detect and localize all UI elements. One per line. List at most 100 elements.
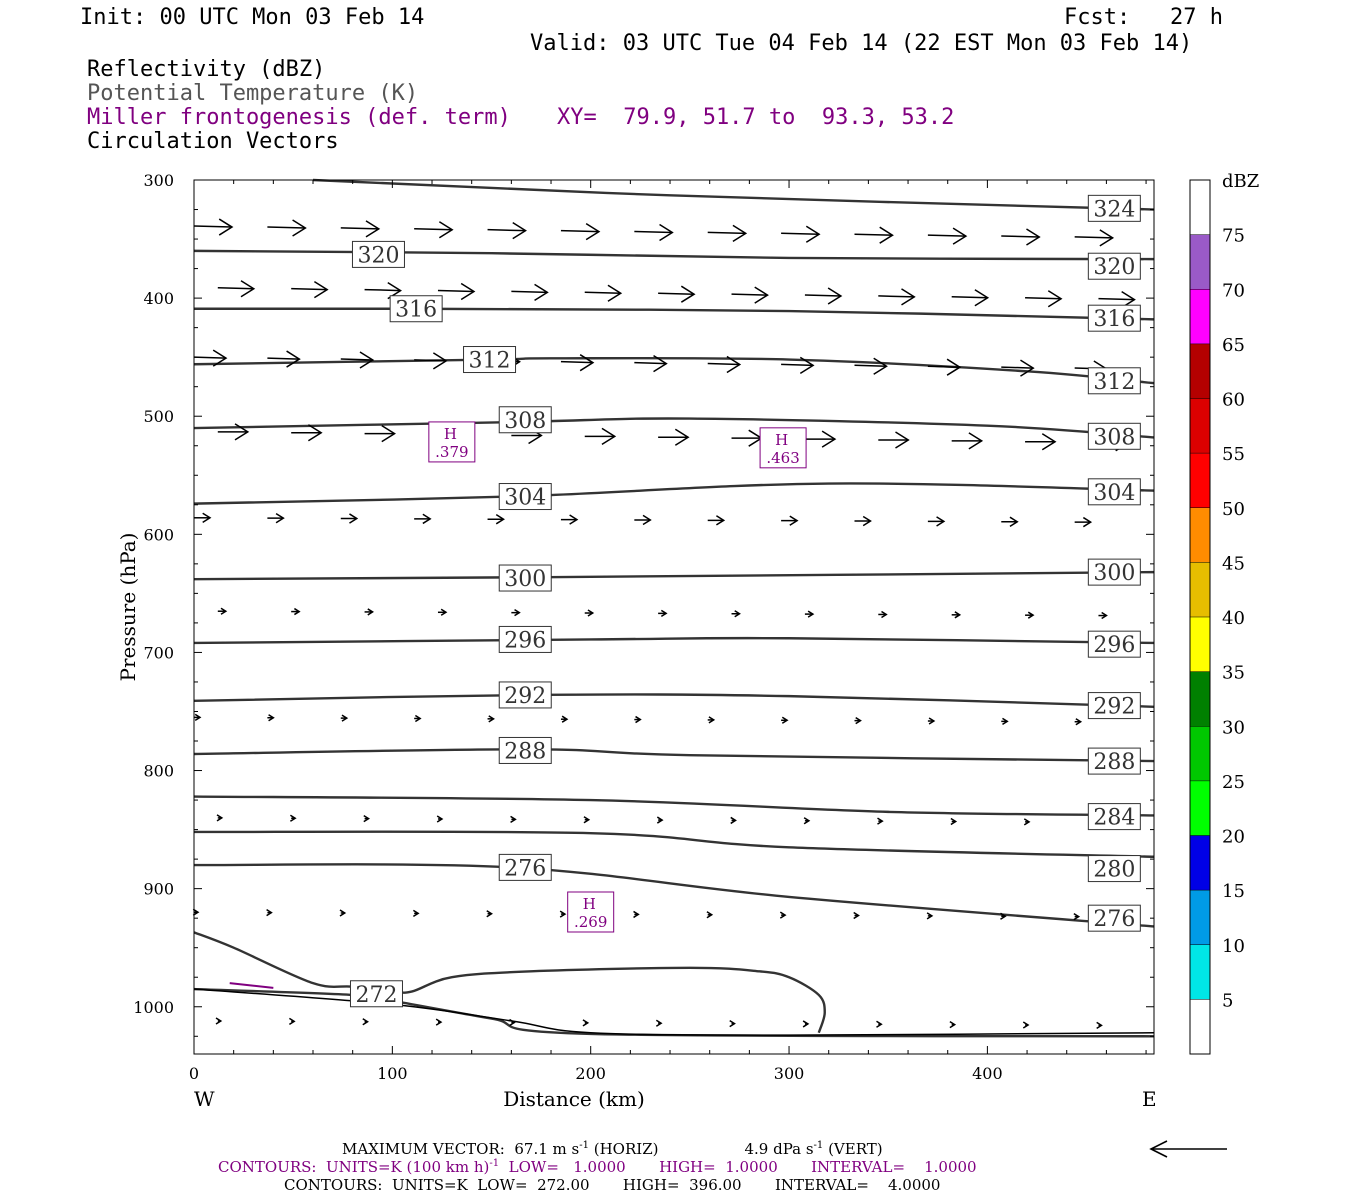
colorbar-label: 60: [1222, 390, 1245, 411]
isentrope-label: 324: [1093, 197, 1135, 222]
circulation-vector: [1073, 912, 1081, 921]
isentrope-label: 312: [469, 349, 511, 374]
frontogenesis-contour: [229, 982, 274, 989]
circulation-vector: [802, 1020, 810, 1028]
isentrope-label: 316: [1093, 307, 1135, 332]
frontogenesis-max-label: H: [583, 895, 596, 913]
isentrope-label: 288: [1093, 750, 1135, 775]
plot-frame: [193, 179, 1155, 1055]
circulation-vector: [1025, 611, 1035, 619]
circulation-vector: [1022, 1021, 1030, 1029]
circulation-vector: [854, 515, 872, 527]
circulation-vector: [781, 225, 821, 243]
isentrope-316: [193, 307, 1155, 321]
isentrope-label-box: [349, 980, 403, 1008]
isentrope-label-box: [1087, 304, 1141, 332]
circulation-vector: [267, 219, 307, 237]
circulation-vector: [656, 816, 664, 824]
circulation-vector: [414, 221, 454, 239]
colorbar-label: 45: [1222, 553, 1245, 574]
isentrope-label-box: [498, 564, 552, 592]
circulation-vector: [193, 218, 234, 236]
circulation-vector: [267, 714, 275, 722]
circulation-vector: [731, 610, 741, 618]
circulation-vector: [878, 431, 910, 449]
circulation-vector: [340, 220, 381, 238]
circulation-vector: [634, 223, 674, 242]
footer-max-vector: MAXIMUM VECTOR: 67.1 m s-1 (HORIZ) 4.9 dP…: [342, 1140, 883, 1158]
reference-vector-arrow: [1149, 1140, 1227, 1158]
isentrope-312: [193, 356, 1155, 385]
isentrope-label: 300: [504, 567, 546, 592]
y-tick-label: 300: [143, 171, 174, 190]
circulation-vector: [655, 1019, 663, 1027]
isentrope-label: 288: [504, 739, 546, 764]
circulation-vector: [340, 513, 359, 524]
frontogenesis-max-box: [567, 891, 615, 933]
isentrope-296: [193, 636, 1155, 645]
circulation-vector: [927, 358, 962, 376]
y-tick-label: 600: [143, 525, 174, 544]
circulation-vector: [437, 282, 476, 301]
circulation-vector: [194, 713, 202, 722]
colorbar-label: 50: [1222, 499, 1245, 520]
colorbar-label: 5: [1222, 990, 1233, 1011]
circulation-vector: [414, 513, 432, 525]
colorbar-band: [1190, 507, 1210, 563]
circulation-vector: [927, 227, 968, 245]
frontogenesis-max-label: H: [775, 431, 788, 449]
circulation-vector: [951, 611, 962, 619]
circulation-vector: [363, 814, 370, 823]
colorbar-label: 30: [1222, 717, 1245, 738]
isentrope-label-box: [463, 346, 517, 374]
circulation-vector: [414, 714, 422, 723]
circulation-vector: [340, 714, 349, 722]
circulation-vector: [291, 281, 329, 299]
y-tick-label: 500: [143, 407, 174, 426]
circulation-vector: [583, 816, 591, 824]
circulation-vector: [853, 911, 860, 920]
circulation-vector: [216, 814, 224, 822]
circulation-vector: [362, 1018, 369, 1026]
isentrope-label-box: [1087, 904, 1141, 932]
isentrope-label: 276: [504, 856, 546, 881]
circulation-vector: [877, 817, 884, 825]
frontogenesis-max-box: [759, 427, 807, 469]
circulation-vector: [1000, 912, 1007, 920]
circulation-vector: [193, 349, 228, 367]
circulation-vector: [779, 911, 787, 919]
isentrope-label: 320: [1093, 255, 1135, 280]
footer-frontogenesis-contours: CONTOURS: UNITS=K (100 km h)-1 LOW= 1.00…: [218, 1158, 977, 1176]
circulation-vector: [560, 222, 601, 241]
circulation-vector: [435, 1018, 443, 1026]
circulation-vector: [584, 427, 617, 446]
circulation-vector: [927, 516, 946, 527]
colorbar-band: [1190, 726, 1210, 781]
isentrope-label: 280: [1093, 858, 1135, 883]
isentrope-label: 304: [504, 486, 546, 511]
circulation-vector: [267, 512, 285, 524]
circulation-vector: [1025, 433, 1057, 451]
isentrope-label: 292: [504, 684, 546, 709]
circulation-vector: [339, 909, 347, 917]
circulation-vector: [854, 226, 894, 244]
circulation-vector: [1001, 717, 1009, 726]
y-tick-label: 800: [143, 762, 174, 781]
circulation-vector: [364, 425, 396, 443]
frontogenesis-max-value: .269: [574, 913, 607, 931]
isentrope-label-box: [1087, 194, 1141, 222]
circulation-vector: [215, 1017, 223, 1025]
circulation-vector: [781, 356, 815, 375]
colorbar-label: 65: [1222, 335, 1245, 356]
circulation-vector: [437, 608, 448, 616]
colorbar-label: 75: [1222, 226, 1245, 247]
circulation-vector: [291, 607, 301, 616]
isentrope-label: 308: [1093, 425, 1135, 450]
circulation-vector: [291, 424, 323, 442]
circulation-vector: [707, 716, 716, 724]
circulation-vector: [486, 910, 493, 918]
colorbar-band: [1190, 289, 1210, 344]
isentrope-label-box: [498, 736, 552, 764]
isentrope-label: 272: [355, 983, 397, 1008]
